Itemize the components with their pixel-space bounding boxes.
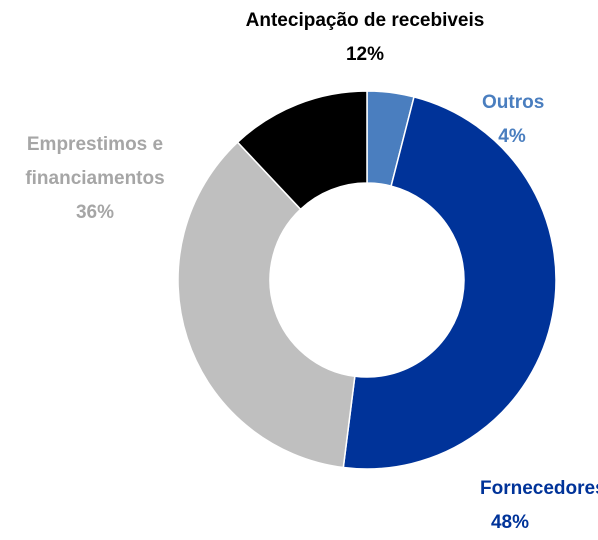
value-label: 4% <box>498 126 526 147</box>
page: (() => { const data = JSON.parse(documen… <box>5 4 598 533</box>
category-label: Outros <box>482 92 545 113</box>
value-label: 12% <box>345 44 385 65</box>
category-label: Emprestimos e financiamentos <box>25 134 165 189</box>
donut-slice <box>177 141 356 469</box>
category-label: Fornecedores <box>480 478 598 499</box>
slice-label: Outros 4% <box>482 86 545 154</box>
slice-label: Antecipação de recebiveis 12% <box>195 4 535 72</box>
donut-slice <box>236 90 368 211</box>
chart <box>177 90 557 470</box>
value-label: 36% <box>75 202 115 223</box>
slice-label: Emprestimos e financiamentos 36% <box>5 128 185 230</box>
value-label: 48% <box>490 512 530 533</box>
donut-slice <box>342 96 557 470</box>
category-label: Antecipação de recebiveis <box>245 10 485 31</box>
slice-label: Fornecedores 48% <box>480 472 598 540</box>
